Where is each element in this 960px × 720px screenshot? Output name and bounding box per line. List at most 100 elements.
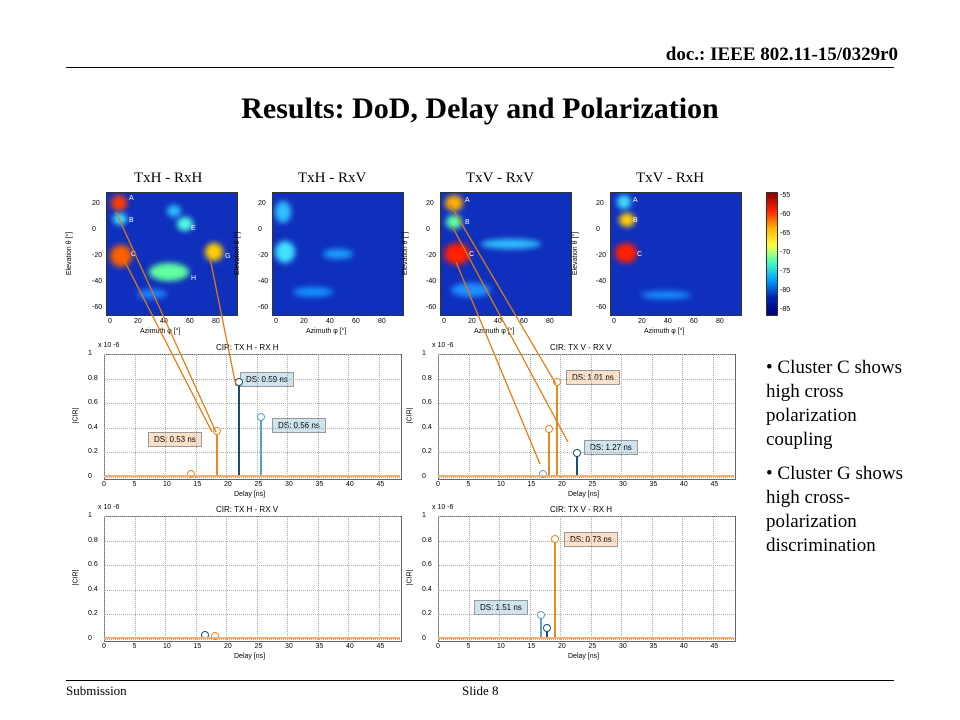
- cir-xtick: 0: [436, 643, 440, 650]
- cir-ytick: 0.6: [88, 399, 98, 407]
- cir-ytick: 0.8: [88, 536, 98, 544]
- map-xtick: 40: [494, 318, 502, 325]
- cir-gridline: [499, 354, 500, 478]
- footer-divider: [66, 680, 894, 681]
- colorbar-tick: -85: [780, 306, 791, 313]
- cir-gridline: [438, 403, 734, 405]
- cir-ytick: 1: [422, 512, 426, 519]
- cir-gridline: [621, 354, 622, 478]
- cir-xtick: 45: [376, 481, 385, 488]
- cir-xtick: 10: [163, 643, 171, 650]
- cir-xtick: 35: [315, 481, 324, 488]
- cir-xtick: 40: [346, 643, 354, 650]
- cir-gridline: [590, 516, 592, 640]
- cluster-label-vh-a: A: [633, 197, 638, 204]
- map-ytick: 20: [426, 200, 434, 207]
- cir-xtick: 30: [619, 643, 627, 650]
- map-xtick: 20: [134, 318, 142, 325]
- cir-ytick: 0: [88, 635, 92, 642]
- cir-gridline: [104, 403, 400, 405]
- cir-gridline: [195, 354, 197, 478]
- map-ytick: -40: [426, 278, 437, 285]
- cir-gridline: [104, 378, 400, 380]
- cir-gridline: [468, 516, 470, 640]
- map-xtick: 80: [716, 318, 724, 325]
- cir-gridline: [104, 589, 400, 591]
- cir-xtick: 10: [163, 481, 171, 488]
- map-ytick: -20: [92, 252, 103, 259]
- cir-ytick: 0.6: [422, 399, 432, 407]
- cir-title-hh: CIR: TX H - RX H: [216, 343, 279, 352]
- map-xtick: 0: [108, 318, 112, 325]
- footer-slide-number: Slide 8: [462, 683, 499, 698]
- cir-gridline: [104, 540, 400, 542]
- map-ytick: 0: [92, 226, 96, 233]
- cir-xtick: 5: [466, 643, 471, 650]
- cir-gridline: [226, 516, 227, 640]
- cir-exponent: x 10 -6: [98, 504, 120, 511]
- cir-gridline: [104, 427, 400, 429]
- cir-xtick: 45: [710, 481, 719, 488]
- colorbar-tick: -75: [780, 268, 791, 275]
- cir-title-vh: CIR: TX V - RX H: [550, 505, 613, 514]
- cir-xtick: 30: [619, 481, 627, 488]
- ds-label-hh-2: DS: 0.56 ns: [272, 418, 326, 433]
- map-xlabel-4: Azimuth φ [°]: [644, 328, 685, 335]
- cir-gridline: [104, 452, 400, 454]
- map-xtick: 0: [274, 318, 278, 325]
- cir-stem: [540, 614, 542, 639]
- map-xtick: 60: [352, 318, 360, 325]
- cir-xtick: 35: [649, 481, 658, 488]
- cir-gridline: [560, 354, 561, 478]
- cir-gridline: [134, 516, 136, 640]
- cir-gridline: [682, 516, 683, 640]
- cir-gridline: [287, 516, 288, 640]
- cir-ytick: 0.4: [88, 423, 98, 431]
- cir-gridline: [378, 516, 380, 640]
- cir-ytick: 0.8: [422, 374, 432, 382]
- cir-ytick: 0.4: [422, 585, 432, 593]
- header-divider: [66, 67, 894, 68]
- heatmap-hh: A B E C G H: [106, 192, 238, 316]
- cir-gridline: [712, 516, 714, 640]
- cir-gridline: [438, 639, 734, 640]
- colorbar-tick: -70: [780, 249, 791, 256]
- cir-ytick: 0.8: [88, 374, 98, 382]
- map-xtick: 60: [186, 318, 194, 325]
- cir-xtick: 15: [193, 643, 202, 650]
- panel-label-vv: TxV - RxV: [466, 170, 535, 186]
- cir-xtick: 25: [588, 481, 597, 488]
- map-ytick: -60: [426, 304, 437, 311]
- cir-noise-floor: [104, 637, 400, 639]
- cir-marker: [545, 424, 553, 433]
- map-xtick: 60: [690, 318, 698, 325]
- cir-xlabel: Delay [ns]: [568, 491, 600, 498]
- cir-xlabel: Delay [ns]: [234, 491, 266, 498]
- cir-ytick: 0.8: [422, 536, 432, 544]
- cir-gridline: [104, 614, 400, 616]
- cir-marker: [187, 470, 195, 479]
- cir-gridline: [378, 354, 380, 478]
- cir-ytick: 0.2: [88, 610, 98, 618]
- cir-ytick: 0.4: [422, 423, 432, 431]
- cir-stem: [554, 538, 556, 639]
- cir-stem: [260, 415, 262, 477]
- cir-xtick: 20: [224, 643, 232, 650]
- cir-ytick: 0.4: [88, 585, 98, 593]
- cir-gridline: [104, 354, 400, 355]
- map-xtick: 80: [212, 318, 220, 325]
- map-xtick: 20: [300, 318, 308, 325]
- cir-gridline: [104, 565, 400, 567]
- cir-gridline: [438, 516, 439, 640]
- cir-ytick: 0: [422, 635, 426, 642]
- bullet-item: • Cluster C shows high cross polarizatio…: [766, 357, 902, 450]
- cir-gridline: [195, 516, 197, 640]
- cluster-label-hh-g: G: [225, 253, 231, 260]
- map-xtick: 20: [638, 318, 646, 325]
- map-ytick: -40: [596, 278, 607, 285]
- cir-marker: [539, 470, 547, 479]
- cluster-label-vv-c: C: [469, 251, 475, 258]
- colorbar-tick: -55: [780, 192, 791, 199]
- cir-xtick: 15: [527, 643, 536, 650]
- cir-xtick: 35: [315, 643, 324, 650]
